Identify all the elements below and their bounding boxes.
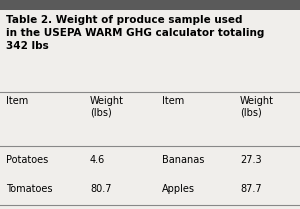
Text: Item: Item [162, 96, 184, 106]
Text: 27.3: 27.3 [240, 155, 262, 165]
Text: Potatoes: Potatoes [6, 155, 48, 165]
Text: 80.7: 80.7 [90, 184, 112, 194]
Text: Weight
(lbs): Weight (lbs) [240, 96, 274, 118]
Text: Bananas: Bananas [162, 155, 204, 165]
Text: Tomatoes: Tomatoes [6, 184, 52, 194]
Text: Item: Item [6, 96, 28, 106]
Text: Apples: Apples [162, 184, 195, 194]
Text: Weight
(lbs): Weight (lbs) [90, 96, 124, 118]
Text: Table 2. Weight of produce sample used
in the USEPA WARM GHG calculator totaling: Table 2. Weight of produce sample used i… [6, 15, 264, 51]
Bar [0, 0, 300, 10]
Text: 87.7: 87.7 [240, 184, 262, 194]
Text: 4.6: 4.6 [90, 155, 105, 165]
